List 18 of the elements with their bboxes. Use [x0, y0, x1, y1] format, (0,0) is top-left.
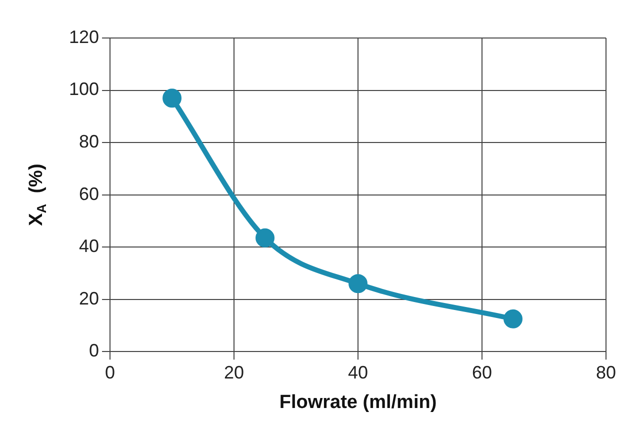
x-tick-label: 0	[105, 362, 116, 382]
y-tick-label: 0	[89, 340, 100, 361]
x-axis-title: Flowrate (ml/min)	[279, 392, 437, 413]
y-tick-label: 120	[68, 26, 100, 47]
y-tick-label: 40	[79, 236, 100, 256]
point	[256, 228, 275, 248]
y-tick-label: 100	[68, 79, 100, 100]
y-tick-label: 60	[79, 184, 100, 204]
x-tick-label: 80	[596, 362, 616, 382]
x-tick-label: 40	[348, 362, 368, 382]
x-tick-label: 60	[472, 362, 492, 382]
y-tick-label: 80	[79, 132, 100, 152]
y-tick-label: 20	[79, 288, 100, 308]
x-tick-label: 20	[224, 362, 244, 382]
point	[162, 88, 182, 108]
point	[504, 309, 523, 328]
point	[348, 274, 368, 294]
y-axis-title: XA (%)	[26, 164, 49, 226]
